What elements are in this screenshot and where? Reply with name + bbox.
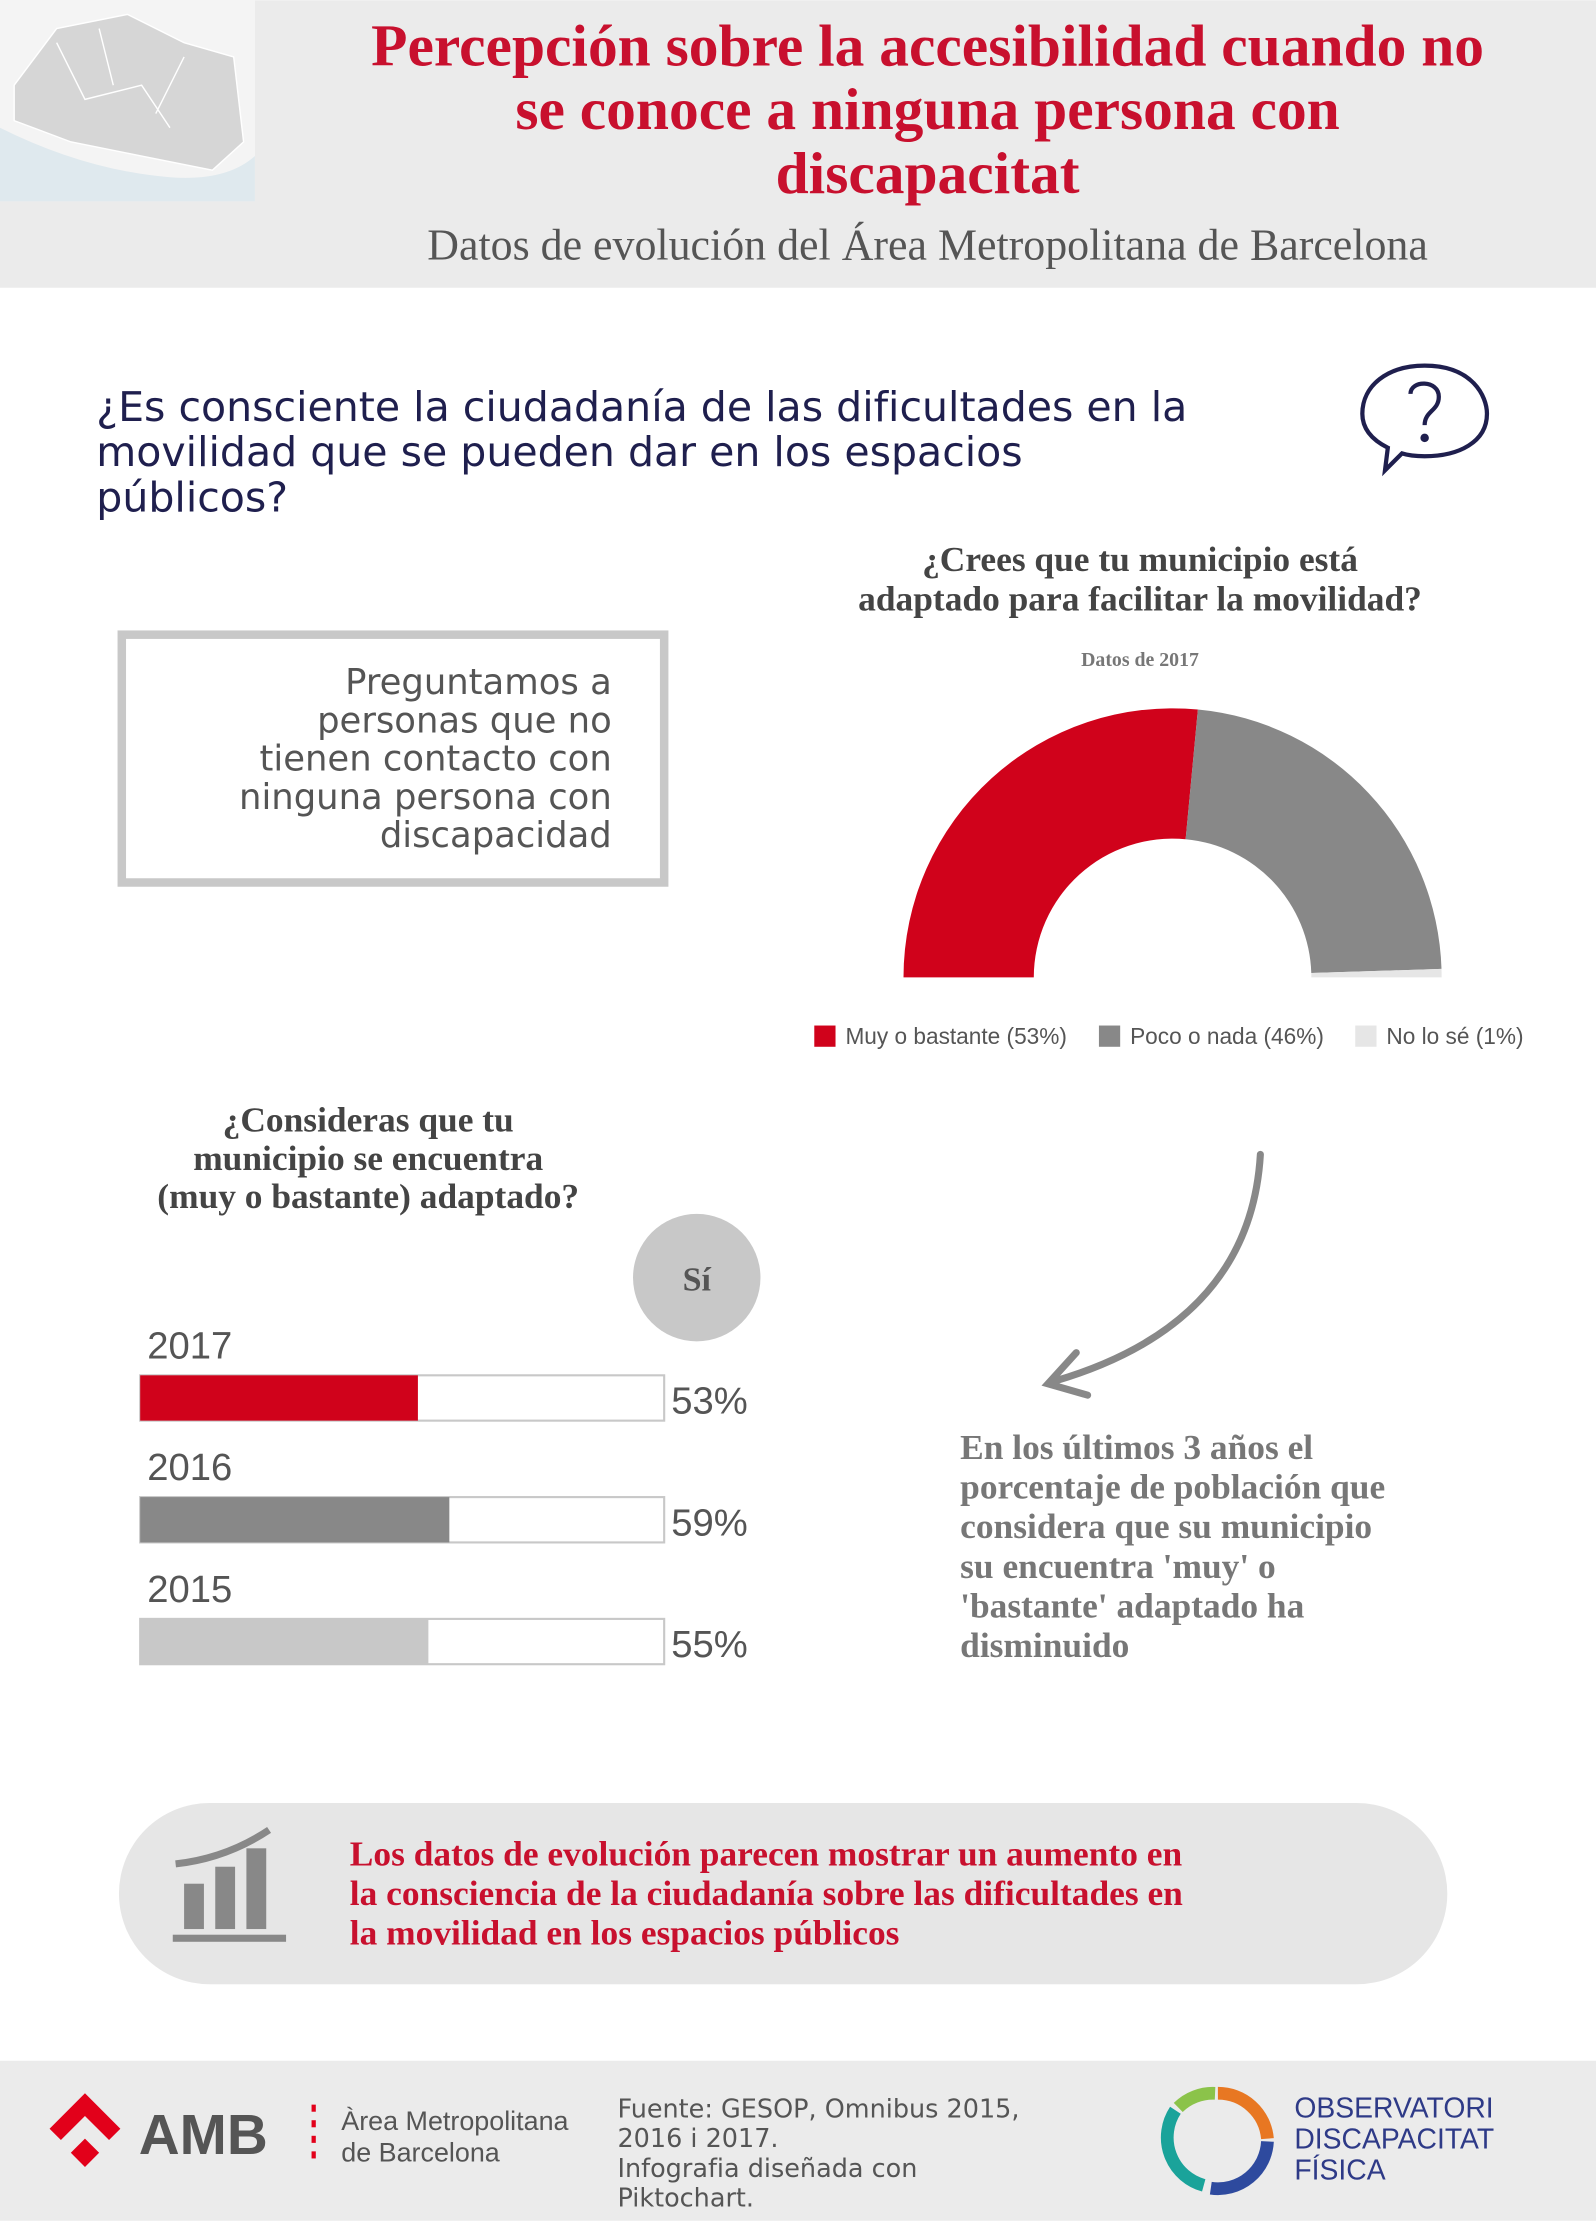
conclusion: la movilidad en los espacios públicos xyxy=(350,1913,900,1953)
bar xyxy=(140,1618,429,1665)
map-thumbnail xyxy=(0,0,255,202)
question: públicos? xyxy=(96,473,288,521)
note: porcentaje de población que xyxy=(960,1467,1385,1507)
amb-logo xyxy=(49,2093,316,2167)
bar xyxy=(140,1497,450,1543)
conclusion: la consciencia de la ciudadanía sobre la… xyxy=(350,1873,1183,1913)
legend-swatch xyxy=(1355,1025,1377,1047)
chart-title: municipio se encuentra xyxy=(193,1138,543,1178)
question-icon xyxy=(1360,363,1490,477)
source: Infografia diseñada con xyxy=(617,2154,917,2184)
legend-swatch xyxy=(814,1025,836,1047)
legend-label: Poco o nada (46%) xyxy=(1130,1023,1324,1049)
amb-name: de Barcelona xyxy=(341,2137,500,2167)
arrow xyxy=(1041,1150,1264,1399)
header-band xyxy=(0,0,1596,288)
chart-subtitle: Datos de 2017 xyxy=(1081,649,1199,671)
chart-title: ¿Crees que tu municipio está xyxy=(922,539,1358,579)
source: Fuente: GESOP, Omnibus 2015, xyxy=(617,2094,1019,2124)
conclusion: Los datos de evolución parecen mostrar u… xyxy=(350,1833,1183,1873)
observatori-name: OBSERVATORI xyxy=(1294,2092,1493,2124)
amb-name: Àrea Metropolitana xyxy=(341,2106,568,2136)
amb-wordmark: AMB xyxy=(139,2104,268,2167)
note: 'bastante' adaptado ha xyxy=(960,1585,1304,1625)
subtitle: Datos de evolución del Área Metropolitan… xyxy=(427,220,1428,269)
conclusion-pill xyxy=(118,1802,1448,1985)
chart-title: (muy o bastante) adaptado? xyxy=(157,1176,579,1216)
question: ¿Es consciente la ciudadanía de las difi… xyxy=(96,383,1187,431)
source: 2016 i 2017. xyxy=(617,2124,778,2154)
observatori-name: DISCAPACITAT xyxy=(1294,2124,1494,2156)
category-label: 2017 xyxy=(147,1324,232,1367)
bar xyxy=(140,1375,418,1421)
footer-band xyxy=(0,2060,1596,2221)
note: su encuentra 'muy' o xyxy=(960,1546,1276,1586)
pie-segment xyxy=(903,708,1198,978)
chart-title: adaptado para facilitar la movilidad? xyxy=(858,579,1422,619)
note: considera que su municipio xyxy=(960,1506,1372,1546)
growth-icon xyxy=(172,1826,287,1942)
legend-swatch xyxy=(1098,1025,1121,1047)
legend-label: Muy o bastante (53%) xyxy=(845,1023,1066,1049)
title: discapacitat xyxy=(776,140,1080,206)
chart-title: ¿Consideras que tu xyxy=(223,1100,514,1140)
box-text: discapacidad xyxy=(380,815,612,856)
note: En los últimos 3 años el xyxy=(960,1427,1313,1467)
observatori-name: FÍSICA xyxy=(1294,2155,1385,2187)
box-text: personas que no xyxy=(317,700,612,741)
column-badge xyxy=(633,1213,761,1342)
value-label: 53% xyxy=(671,1380,748,1423)
box-text: Preguntamos a xyxy=(345,662,612,703)
observatori-logo xyxy=(1160,2086,1274,2196)
pie-segment xyxy=(1311,968,1442,978)
category-label: 2016 xyxy=(147,1446,232,1489)
question: movilidad que se pueden dar en los espac… xyxy=(96,428,1022,476)
note: disminuido xyxy=(960,1625,1129,1665)
source: Piktochart. xyxy=(617,2184,754,2214)
box-text: tienen contacto con xyxy=(260,739,612,780)
column-label: Sí xyxy=(683,1261,712,1298)
value-label: 59% xyxy=(671,1501,748,1544)
info-box xyxy=(117,630,669,887)
category-label: 2015 xyxy=(147,1568,232,1611)
legend-label: No lo sé (1%) xyxy=(1386,1023,1523,1049)
pie-segment xyxy=(1185,709,1442,974)
value-label: 55% xyxy=(671,1623,748,1666)
box-text: ninguna persona con xyxy=(239,777,612,818)
title: se conoce a ninguna persona con xyxy=(515,76,1339,142)
title: Percepción sobre la accesibilidad cuando… xyxy=(371,12,1484,78)
